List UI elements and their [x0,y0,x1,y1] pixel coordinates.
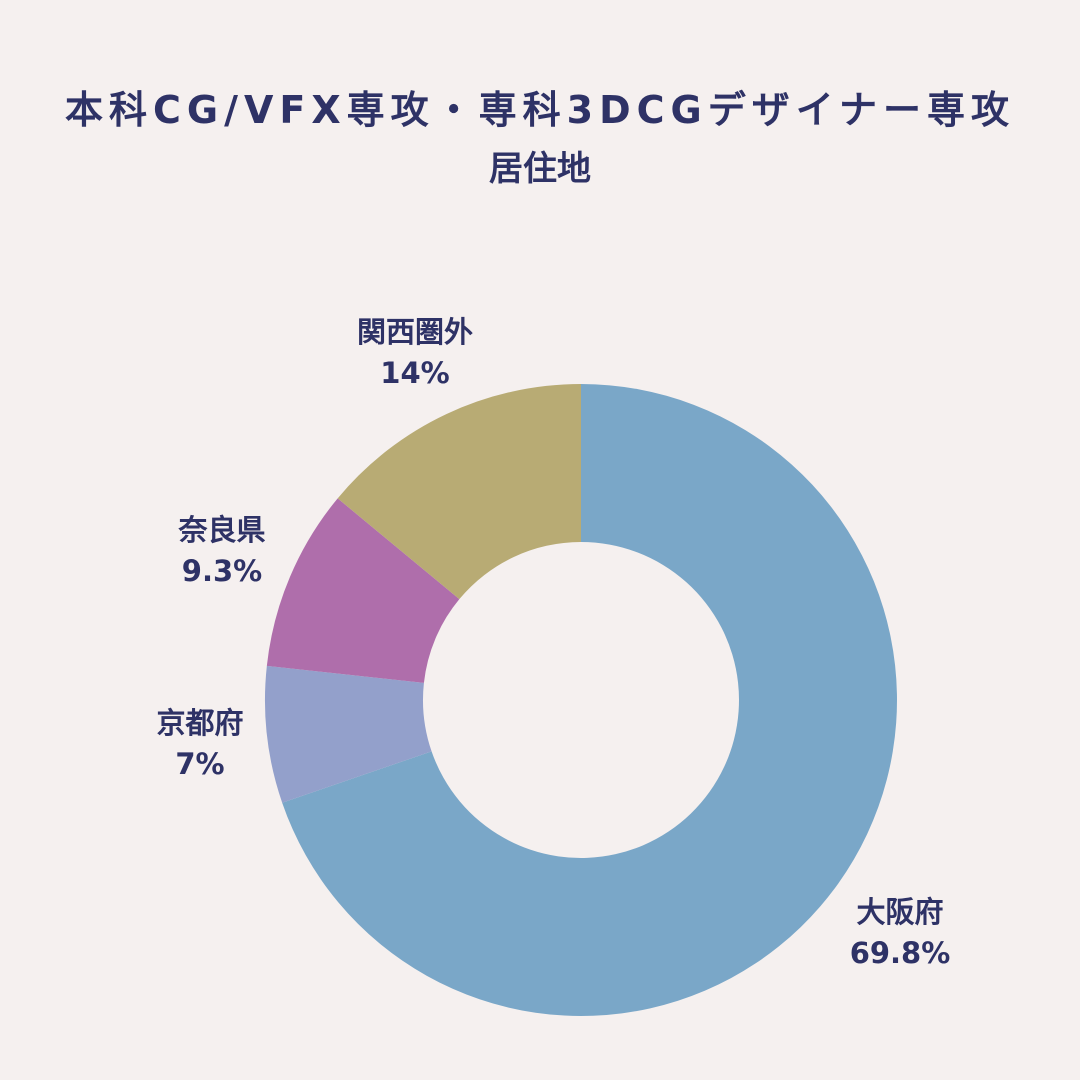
slice-percent-label: 9.3% [182,554,262,588]
slice-name-label: 京都府 [156,706,243,740]
donut-slice-4 [337,384,581,600]
donut-slice-3 [266,498,460,683]
slice-percent-label: 69.8% [850,936,951,970]
slice-name-label: 関西圏外 [357,315,473,349]
chart-title: 本科CG/VFX専攻・専科3DCGデザイナー専攻 [65,88,1015,132]
donut-slice-2 [265,665,432,803]
donut-labels: 大阪府 69.8% 京都府 7% 奈良県 9.3% 関西圏外 14% [156,315,950,970]
slice-name-label: 大阪府 [856,895,943,929]
slice-name-label: 奈良県 [177,513,265,547]
donut-slice-1 [282,384,897,1017]
slice-percent-label: 7% [175,747,224,781]
chart-header: 本科CG/VFX専攻・専科3DCGデザイナー専攻 居住地 [0,84,1080,192]
slice-percent-label: 14% [380,356,449,390]
chart-subtitle: 居住地 [489,149,591,189]
donut-slices [265,384,897,1017]
